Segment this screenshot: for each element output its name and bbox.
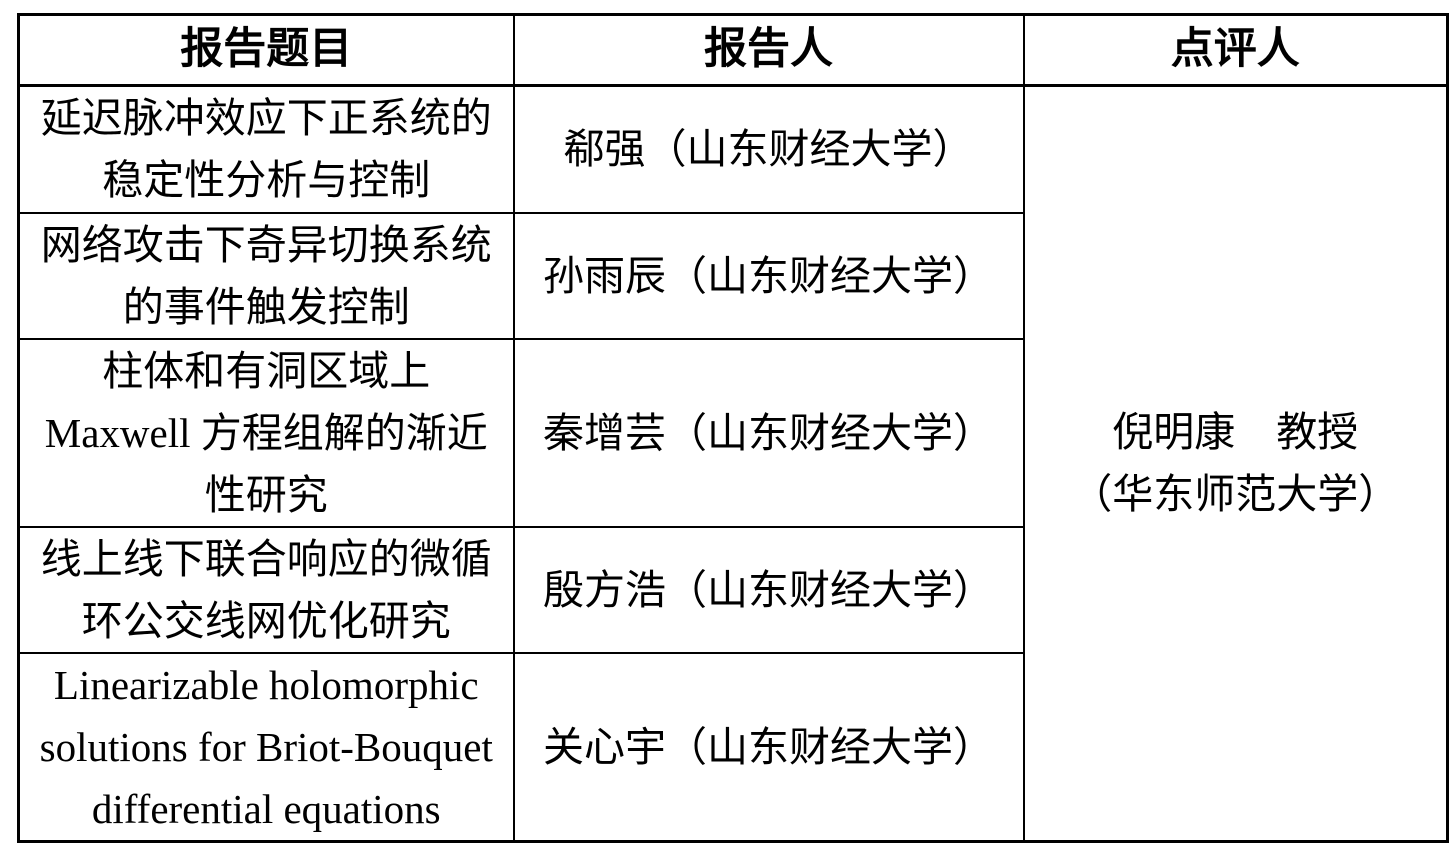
table-row: 延迟脉冲效应下正系统的 稳定性分析与控制 郗强（山东财经大学） 倪明康 教授 （… <box>17 84 1449 842</box>
header-commentator: 点评人 <box>1022 13 1449 87</box>
speaker-cell: 关心宇（山东财经大学） <box>512 651 1025 842</box>
table-row: 网络攻击下奇异切换系统 的事件触发控制 孙雨辰（山东财经大学） <box>17 211 1448 340</box>
speaker-cell: 郗强（山东财经大学） <box>512 84 1025 214</box>
report-title-cell: Linearizable holomorphic solutions for B… <box>17 651 515 842</box>
report-title-cell: 网络攻击下奇异切换系统 的事件触发控制 <box>17 211 515 340</box>
speaker-cell: 秦增芸（山东财经大学） <box>512 337 1025 528</box>
commentator-cell: 倪明康 教授 （华东师范大学） <box>1022 84 1449 842</box>
report-title-cell: 柱体和有洞区域上 Maxwell 方程组解的渐近 性研究 <box>17 337 515 528</box>
header-report-title: 报告题目 <box>17 13 515 87</box>
speaker-cell: 殷方浩（山东财经大学） <box>512 525 1025 654</box>
report-title-cell: 延迟脉冲效应下正系统的 稳定性分析与控制 <box>17 84 515 214</box>
header-speaker: 报告人 <box>512 13 1025 87</box>
report-title-cell: 线上线下联合响应的微循 环公交线网优化研究 <box>17 525 515 654</box>
table-header-row: 报告题目 报告人 点评人 <box>17 13 1449 87</box>
speaker-cell: 孙雨辰（山东财经大学） <box>512 211 1025 340</box>
table-row: Linearizable holomorphic solutions for B… <box>17 651 1448 842</box>
report-schedule-table: 报告题目 报告人 点评人 延迟脉冲效应下正系统的 稳定性分析与控制 郗强（山东财… <box>17 13 1449 843</box>
table-row: 线上线下联合响应的微循 环公交线网优化研究 殷方浩（山东财经大学） <box>17 525 1448 654</box>
table-row: 柱体和有洞区域上 Maxwell 方程组解的渐近 性研究 秦增芸（山东财经大学） <box>17 337 1448 528</box>
